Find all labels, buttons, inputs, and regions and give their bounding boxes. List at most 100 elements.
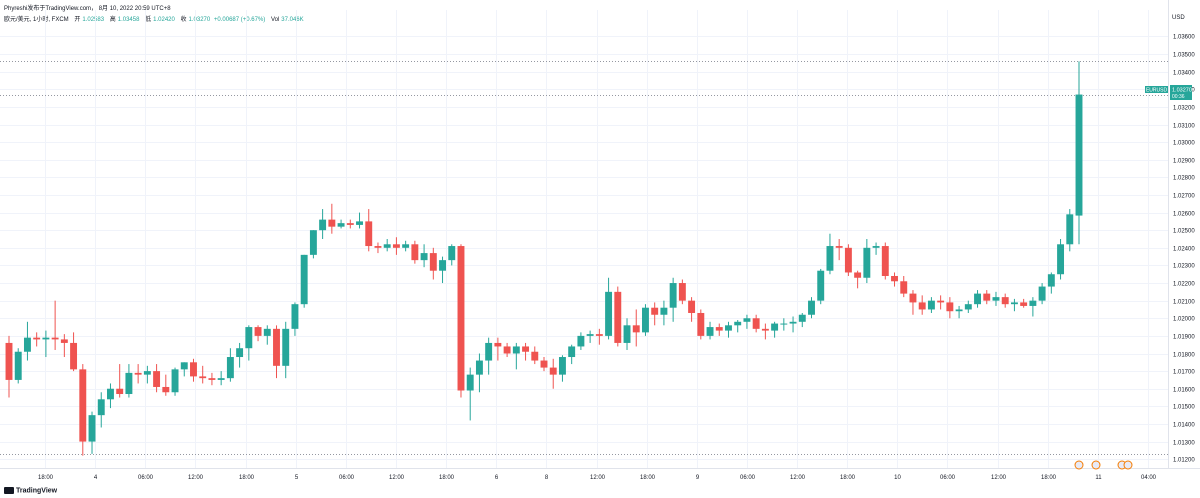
- candle-body: [946, 302, 954, 312]
- candle-body: [365, 221, 373, 247]
- publisher-line: Phyreshi发布于TradingView.com， 8月 10, 2022 …: [4, 6, 171, 12]
- us-flag-icon[interactable]: [1123, 460, 1133, 470]
- candle-body: [328, 219, 336, 227]
- time-tick-label: 12:00: [188, 475, 204, 481]
- candle-body: [549, 367, 557, 375]
- last-price-tag[interactable]: EURUSD 1.03270 00:36: [1145, 85, 1192, 100]
- candle-body: [1057, 244, 1065, 275]
- price-tick-label: 1.03000: [1173, 141, 1195, 147]
- candle-body: [771, 323, 779, 331]
- time-tick-label: 06:00: [940, 475, 956, 481]
- candle-body: [743, 318, 751, 322]
- candle-body: [651, 307, 659, 315]
- candle-body: [263, 328, 271, 336]
- time-axis[interactable]: 18:00 4 06:00 12:00 18:00 5 06:00 12:00 18:00 6 8 1…: [38, 475, 1157, 481]
- candle-body: [374, 246, 382, 248]
- candle-body: [97, 399, 105, 416]
- candle-body: [752, 318, 760, 329]
- candle-body: [88, 415, 96, 442]
- price-tick-label: 1.01700: [1173, 370, 1195, 376]
- tradingview-logo[interactable]: TradingView: [4, 487, 57, 494]
- candle-body: [688, 300, 696, 313]
- price-tick-label: 1.02900: [1173, 159, 1195, 165]
- tradingview-brand: TradingView: [16, 487, 58, 495]
- time-tick-label: 12:00: [790, 475, 806, 481]
- close-label: 收: [180, 17, 187, 23]
- time-tick-label: 4: [94, 475, 98, 481]
- price-tick-label: 1.03400: [1173, 71, 1195, 77]
- tradingview-logo-icon: [4, 487, 14, 494]
- time-tick-label: 12:00: [991, 475, 1007, 481]
- price-tick-label: 1.01500: [1173, 405, 1195, 411]
- candle-body: [116, 388, 124, 395]
- candle-body: [568, 346, 576, 358]
- grid: [0, 10, 1168, 468]
- time-tick-label: 8: [545, 475, 549, 481]
- candle-body: [125, 372, 133, 395]
- candle-body: [734, 321, 742, 326]
- candle-body: [356, 221, 363, 225]
- time-tick-label: 12:00: [590, 475, 606, 481]
- price-tick-label: 1.02300: [1173, 264, 1195, 270]
- candle-body: [909, 293, 917, 303]
- candle-body: [927, 300, 935, 310]
- candle-body: [79, 369, 87, 442]
- candle-body: [254, 327, 262, 336]
- candle-body: [23, 337, 31, 352]
- candle-body: [595, 334, 603, 336]
- candle-body: [383, 244, 391, 248]
- open-label: 开: [74, 17, 81, 23]
- time-tick-label: 06:00: [740, 475, 756, 481]
- candle-body: [153, 371, 161, 387]
- price-tick-label: 1.01900: [1173, 335, 1195, 341]
- candle-body: [282, 328, 290, 366]
- candle-body: [512, 346, 520, 354]
- price-tick-label: 1.02100: [1173, 300, 1195, 306]
- candle-body: [558, 357, 566, 375]
- time-tick-label: 06:00: [138, 475, 154, 481]
- low-label: 低: [145, 17, 152, 23]
- price-tick-label: 1.01400: [1173, 423, 1195, 429]
- candle-body: [273, 328, 280, 366]
- time-tick-label: 18:00: [840, 475, 856, 481]
- candle-body: [245, 327, 253, 349]
- candle-body: [1029, 300, 1037, 306]
- candle-body: [614, 291, 622, 343]
- candle-body: [475, 360, 483, 375]
- currency-label[interactable]: USD: [1172, 15, 1185, 21]
- candle-body: [826, 246, 834, 271]
- time-tick-label: 18:00: [439, 475, 455, 481]
- price-tick-label: 1.01600: [1173, 388, 1195, 394]
- candle-body: [319, 219, 327, 231]
- candle-body: [798, 314, 806, 322]
- candle-body: [715, 327, 723, 331]
- candle-body: [485, 342, 493, 361]
- price-tick-label: 1.02000: [1173, 317, 1195, 323]
- time-tick-label: 18:00: [640, 475, 656, 481]
- candle-body: [632, 325, 640, 333]
- us-flag-icon[interactable]: [1091, 460, 1101, 470]
- candle-body: [448, 246, 456, 261]
- candle-body: [586, 334, 594, 336]
- candle-body: [835, 246, 843, 248]
- time-tick-label: 10: [894, 475, 901, 481]
- candle-body: [494, 342, 502, 347]
- candle-body: [439, 260, 446, 271]
- time-tick-label: 12:00: [389, 475, 405, 481]
- candle-body: [42, 337, 50, 340]
- us-flag-icon[interactable]: [1074, 460, 1084, 470]
- candle-body: [503, 346, 511, 354]
- time-tick-label: 06:00: [339, 475, 355, 481]
- candle-body: [955, 309, 963, 312]
- candle-body: [402, 244, 410, 248]
- candle-body: [1047, 274, 1055, 287]
- symbol-name[interactable]: 欧元/美元, 1小时, FXCM: [4, 17, 69, 23]
- economic-events[interactable]: [1074, 460, 1133, 470]
- low-value: 1.02420: [153, 17, 175, 23]
- price-tick-label: 1.03600: [1173, 35, 1195, 41]
- ohlc-legend: 欧元/美元, 1小时, FXCM 开 1.02583 高 1.03458 低 1.02…: [4, 14, 304, 23]
- price-tick-label: 1.02400: [1173, 247, 1195, 253]
- candle-body: [51, 337, 59, 340]
- candle-body: [937, 300, 945, 303]
